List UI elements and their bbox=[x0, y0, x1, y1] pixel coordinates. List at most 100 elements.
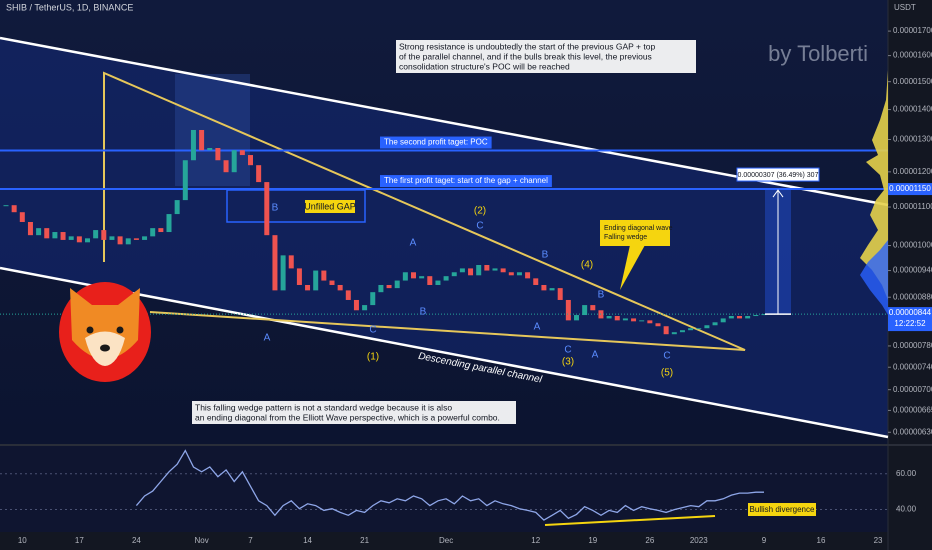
indicator-tick-label: 40.00 bbox=[896, 505, 917, 514]
channel-fill bbox=[0, 38, 888, 437]
candle bbox=[590, 305, 596, 311]
candle bbox=[264, 182, 270, 236]
candle bbox=[427, 276, 433, 285]
callout-bg bbox=[600, 220, 670, 246]
candle bbox=[614, 316, 620, 321]
resistance-note: consolidation structure's POC will be re… bbox=[399, 61, 570, 71]
gap-label-bg bbox=[305, 200, 355, 213]
candle bbox=[199, 129, 205, 151]
candle bbox=[435, 280, 441, 285]
candle bbox=[68, 236, 74, 240]
resistance-note: Strong resistance is undoubtedly the sta… bbox=[399, 41, 655, 51]
candle bbox=[639, 320, 645, 322]
candle bbox=[402, 272, 408, 281]
x-tick-label: 24 bbox=[132, 536, 141, 545]
candle bbox=[256, 165, 262, 183]
candle bbox=[239, 150, 245, 156]
callout-text: Ending diagonal wave bbox=[604, 225, 673, 232]
resistance-note: of the parallel channel, and if the bull… bbox=[399, 51, 652, 61]
y-tick-label: 0.00000630 bbox=[893, 427, 932, 436]
x-tick-label: 21 bbox=[360, 536, 369, 545]
candle bbox=[688, 328, 694, 331]
candle bbox=[215, 147, 221, 161]
indicator-line bbox=[135, 449, 764, 521]
candle bbox=[280, 255, 286, 291]
candle bbox=[443, 276, 449, 281]
candle bbox=[353, 299, 359, 311]
candle bbox=[190, 129, 196, 161]
candle bbox=[305, 284, 311, 291]
candle bbox=[52, 232, 58, 239]
y-tick-label: 0.00000880 bbox=[893, 292, 932, 301]
candle bbox=[313, 270, 319, 291]
y-tick-label: 0.00000740 bbox=[893, 362, 932, 371]
y-tick-label: 0.00000665 bbox=[893, 406, 932, 415]
candle bbox=[158, 228, 164, 233]
candle bbox=[606, 316, 612, 319]
candle bbox=[296, 268, 302, 285]
candle bbox=[712, 322, 718, 326]
candle bbox=[288, 255, 294, 269]
candle bbox=[117, 236, 123, 245]
logo-eye bbox=[86, 326, 94, 334]
candle bbox=[476, 264, 482, 276]
y-tick-label: 0.00001500 bbox=[893, 77, 932, 86]
candle bbox=[19, 212, 25, 222]
wave-label: (5) bbox=[661, 368, 673, 379]
candle bbox=[60, 232, 66, 240]
candle bbox=[533, 278, 539, 285]
candle bbox=[574, 315, 579, 321]
x-tick-label: 14 bbox=[303, 536, 312, 545]
candle bbox=[671, 332, 677, 335]
candle bbox=[182, 160, 188, 201]
candle bbox=[679, 330, 685, 333]
y-tick-label: 0.00001700 bbox=[893, 26, 932, 35]
candle bbox=[207, 147, 213, 151]
candle bbox=[362, 305, 368, 311]
wave-label: B bbox=[420, 307, 427, 318]
candle bbox=[663, 326, 669, 335]
candle bbox=[745, 316, 751, 319]
wedge-note-bg bbox=[192, 401, 516, 424]
level-label-bg bbox=[380, 136, 492, 149]
candle bbox=[761, 314, 767, 316]
wave-label: B bbox=[272, 203, 279, 214]
candle bbox=[370, 292, 376, 306]
wave-label: B bbox=[542, 250, 549, 261]
gap-label: Unfilled GAP bbox=[304, 201, 356, 211]
measure-label: 0.00000307 (36.49%) 307 bbox=[738, 172, 819, 179]
currency: USDT bbox=[894, 3, 916, 12]
y-tick-label: 0.00001100 bbox=[893, 202, 932, 211]
candle bbox=[44, 228, 50, 239]
indicator-tick-label: 60.00 bbox=[896, 469, 917, 478]
candle bbox=[541, 284, 547, 291]
callout-pointer bbox=[620, 245, 645, 290]
candle bbox=[484, 264, 490, 271]
candle bbox=[582, 305, 588, 316]
y-tick-label: 0.00000940 bbox=[893, 266, 932, 275]
candle bbox=[565, 299, 571, 321]
wave-label: C bbox=[476, 221, 483, 232]
volume-profile bbox=[860, 70, 888, 300]
candle bbox=[516, 272, 522, 276]
resistance-note-bg bbox=[396, 40, 696, 73]
wave-label: C bbox=[564, 345, 571, 356]
candle bbox=[557, 288, 563, 300]
y-tick-label: 0.00001400 bbox=[893, 105, 932, 114]
candle bbox=[647, 320, 653, 324]
candle bbox=[451, 272, 457, 277]
wave-label: C bbox=[663, 351, 670, 362]
channel-bottom bbox=[0, 266, 889, 439]
wave-label: A bbox=[264, 333, 271, 344]
wave-label: C bbox=[369, 325, 376, 336]
x-tick-label: Nov bbox=[194, 536, 208, 545]
candle bbox=[622, 318, 628, 321]
y-tick-label: 0.00001600 bbox=[893, 51, 932, 60]
candle bbox=[631, 318, 637, 322]
candle bbox=[378, 284, 384, 293]
candle bbox=[321, 270, 327, 281]
candle bbox=[419, 276, 425, 279]
candle bbox=[76, 236, 82, 243]
wave-label: (2) bbox=[474, 206, 486, 217]
candle bbox=[231, 150, 237, 173]
